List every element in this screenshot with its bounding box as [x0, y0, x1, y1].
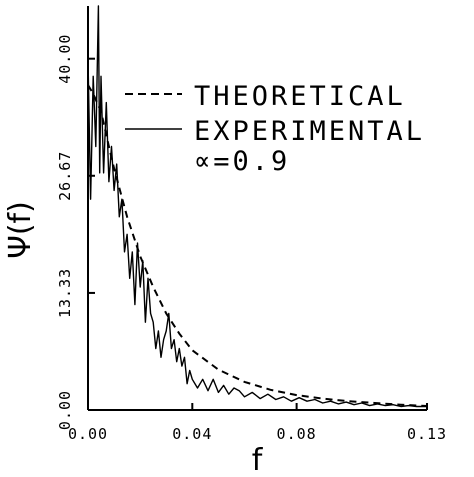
axes: 0.00 0.04 0.08 0.13 0.00 13.33 26.67 40.00 f Ψ(f) [3, 6, 447, 477]
x-tick-label: 0.04 [172, 425, 212, 443]
x-tick-label: 0.08 [277, 425, 317, 443]
y-tick-label: 40.00 [56, 34, 74, 84]
legend-label-experimental: EXPERIMENTAL [194, 116, 425, 147]
theoretical-series-line [87, 84, 428, 407]
x-tick-label: 0.13 [407, 425, 447, 443]
x-tick-label: 0.00 [68, 425, 108, 443]
y-axis-title: Ψ(f) [3, 201, 38, 259]
legend-label-theoretical: THEORETICAL [194, 81, 406, 112]
y-tick-label: 13.33 [56, 268, 74, 318]
y-tick-label: 0.00 [56, 390, 74, 430]
plot-area [87, 5, 428, 408]
x-axis-title: f [252, 443, 264, 477]
legend: THEORETICAL EXPERIMENTAL∝=0.9 [125, 81, 425, 177]
experimental-series-line [87, 5, 427, 408]
y-tick-label: 26.67 [56, 151, 74, 201]
alpha-annotation: ∝=0.9 [194, 146, 290, 177]
